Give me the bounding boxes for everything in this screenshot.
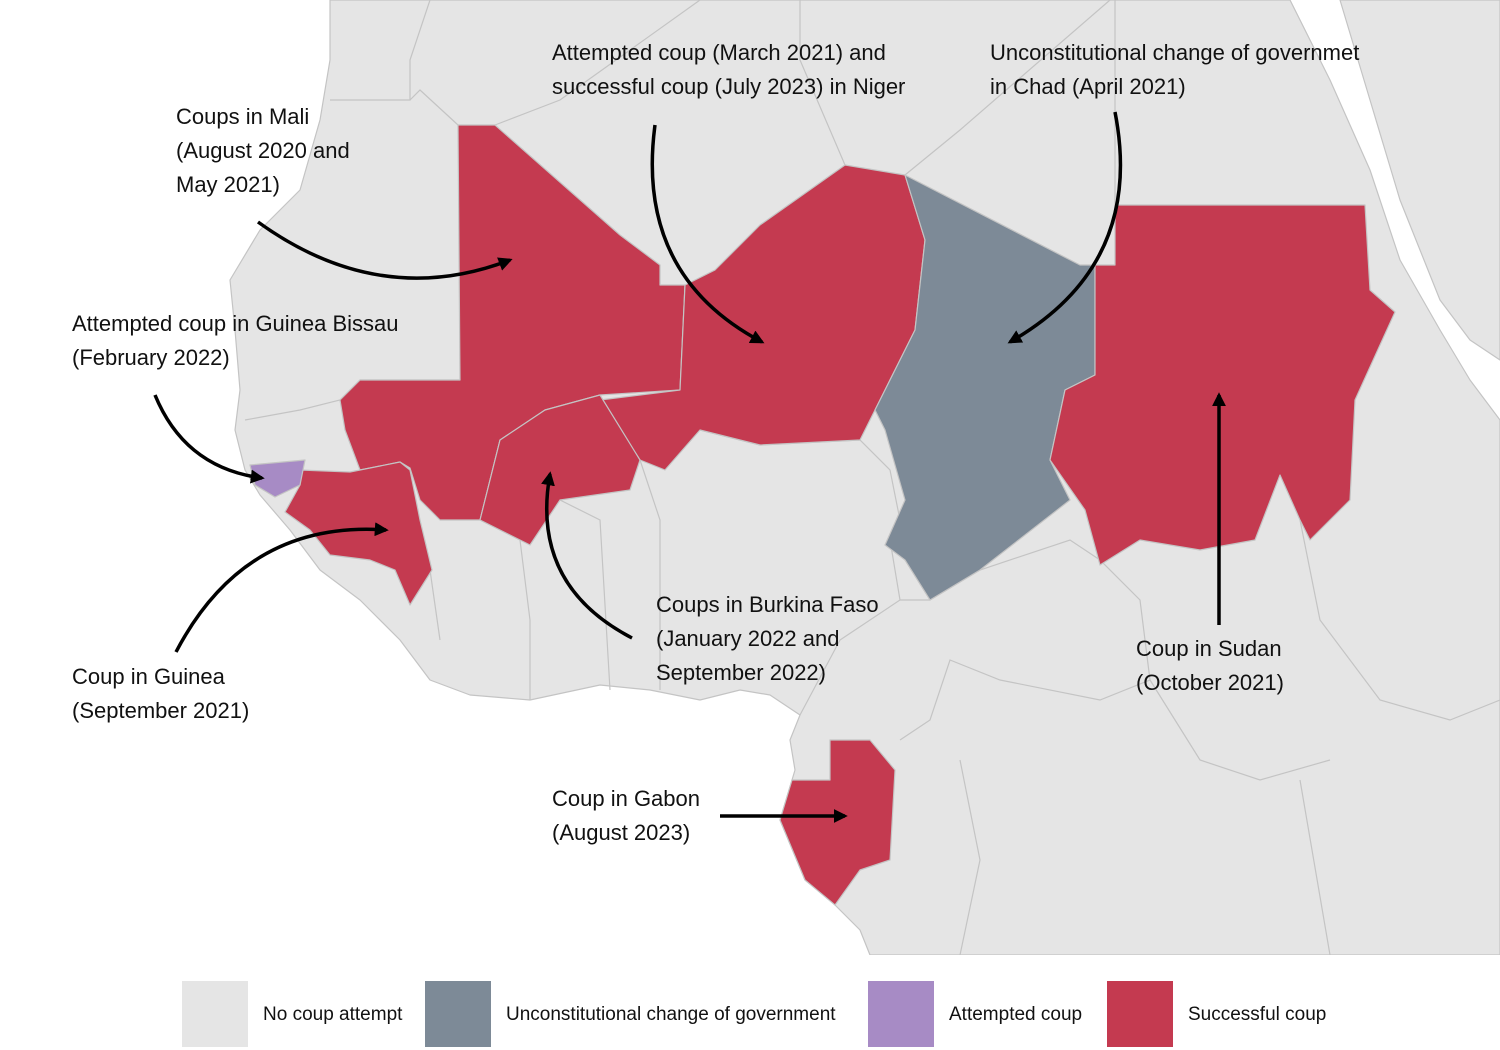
border	[429, 459, 661, 700]
legend-swatch	[182, 981, 248, 1047]
country-sudan	[1049, 204, 1396, 566]
annotation-line: successful coup (July 2023) in Niger	[552, 74, 905, 99]
arrow	[650, 124, 765, 344]
annotation-line: Coup in Sudan	[1136, 636, 1282, 661]
annotation-line: September 2022)	[656, 660, 826, 685]
legend-label: No coup attempt	[263, 1004, 403, 1025]
annotation-line: Coup in Guinea	[72, 664, 226, 689]
country-burkina-faso	[479, 394, 641, 546]
legend-label: Unconstitutional change of government	[506, 1004, 836, 1025]
arrow	[174, 522, 389, 653]
arrow	[1007, 111, 1123, 344]
annotation-line: (February 2022)	[72, 345, 230, 370]
legend-swatch	[868, 981, 934, 1047]
border	[330, 0, 431, 101]
annotation-line: in Chad (April 2021)	[990, 74, 1186, 99]
annotation-line: Attempted coup in Guinea Bissau	[72, 311, 399, 336]
legend-swatch	[425, 981, 491, 1047]
annotation-line: (October 2021)	[1136, 670, 1284, 695]
country-guinea	[284, 461, 433, 606]
legend-swatch	[1107, 981, 1173, 1047]
annotation-line: May 2021)	[176, 172, 280, 197]
arrow	[541, 471, 633, 640]
annotation-line: Coups in Mali	[176, 104, 309, 129]
arrow	[256, 220, 513, 280]
annotation-line: Unconstitutional change of governmet	[990, 40, 1359, 65]
annotation-line: (September 2021)	[72, 698, 249, 723]
annotation-line: (January 2022 and	[656, 626, 839, 651]
land	[1339, 0, 1500, 361]
annotation-line: (August 2023)	[552, 820, 690, 845]
border	[494, 0, 1116, 205]
arrow	[153, 394, 265, 484]
legend-label: Attempted coup	[949, 1004, 1082, 1025]
legend-background	[0, 955, 1500, 1050]
legend-label: Successful coup	[1188, 1004, 1326, 1025]
border	[959, 519, 1500, 956]
annotation-line: (August 2020 and	[176, 138, 350, 163]
annotation-line: Attempted coup (March 2021) and	[552, 40, 886, 65]
annotation-line: Coup in Gabon	[552, 786, 700, 811]
annotation-line: Coups in Burkina Faso	[656, 592, 879, 617]
